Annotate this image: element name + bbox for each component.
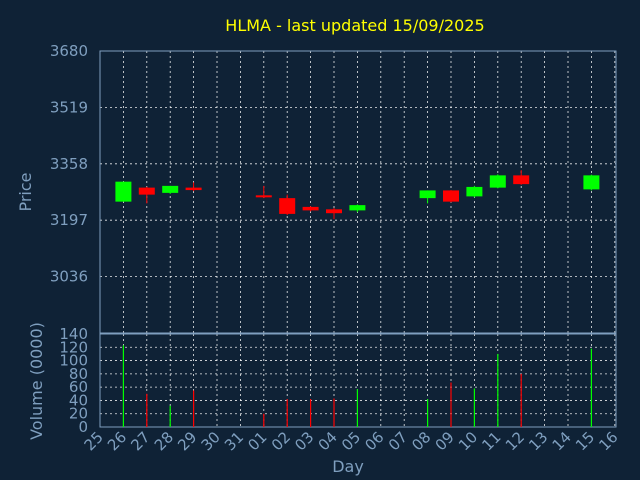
- x-tick-label: 30: [198, 428, 224, 454]
- volume-tick-label: 60: [69, 378, 88, 396]
- candle-body: [489, 175, 506, 188]
- x-tick-label: 13: [525, 428, 551, 454]
- candle-body: [349, 205, 366, 211]
- volume-tick-label: 20: [69, 405, 88, 423]
- candle-body: [326, 209, 342, 214]
- x-tick-label: 14: [549, 428, 575, 454]
- candle-body: [185, 187, 202, 191]
- x-tick-label: 05: [338, 428, 364, 454]
- candle-body: [279, 198, 296, 214]
- x-tick-label: 11: [478, 428, 504, 454]
- price-axes-frame: [99, 50, 617, 334]
- x-tick-label: 16: [595, 428, 621, 454]
- candle-body: [513, 175, 530, 185]
- volume-tick-label: 120: [59, 338, 88, 356]
- x-tick-label: 31: [221, 428, 247, 454]
- x-tick-label: 09: [432, 428, 458, 454]
- candle-body: [443, 190, 459, 202]
- x-tick-label: 27: [127, 428, 153, 454]
- volume-tick-label: 0: [78, 418, 88, 436]
- volume-axis-label: Volume (0000): [27, 322, 46, 440]
- x-tick-label: 04: [315, 428, 341, 454]
- price-tick-label: 3036: [50, 268, 88, 286]
- volume-tick-label: 140: [59, 325, 88, 343]
- price-axis-label: Price: [16, 172, 35, 211]
- candle-body: [115, 181, 132, 202]
- price-tick-label: 3519: [50, 98, 88, 116]
- price-tick-label: 3197: [50, 211, 88, 229]
- volume-tick-label: 80: [69, 365, 88, 383]
- x-tick-label: 02: [268, 428, 294, 454]
- x-tick-label: 08: [408, 428, 434, 454]
- candle-body: [302, 206, 319, 211]
- candle-body: [466, 186, 483, 197]
- x-tick-label: 15: [572, 428, 598, 454]
- candle-body: [162, 185, 179, 193]
- x-tick-label: 28: [151, 428, 177, 454]
- candle-body: [583, 175, 600, 190]
- x-axis-label: Day: [332, 457, 364, 476]
- x-tick-label: 07: [385, 428, 411, 454]
- price-tick-label: 3680: [50, 42, 88, 60]
- x-tick-label: 26: [104, 428, 130, 454]
- x-tick-label: 29: [174, 428, 200, 454]
- x-tick-label: 10: [455, 428, 481, 454]
- candle-body: [138, 187, 155, 195]
- chart-title: HLMA - last updated 15/09/2025: [225, 16, 484, 35]
- candle-body: [255, 195, 272, 198]
- price-tick-label: 3358: [50, 155, 88, 173]
- volume-tick-label: 100: [59, 352, 88, 370]
- x-tick-label: 12: [502, 428, 528, 454]
- candle-body: [419, 190, 436, 199]
- volume-tick-label: 40: [69, 391, 88, 409]
- x-tick-label: 01: [244, 428, 270, 454]
- x-tick-label: 06: [361, 428, 387, 454]
- x-tick-label: 03: [291, 428, 317, 454]
